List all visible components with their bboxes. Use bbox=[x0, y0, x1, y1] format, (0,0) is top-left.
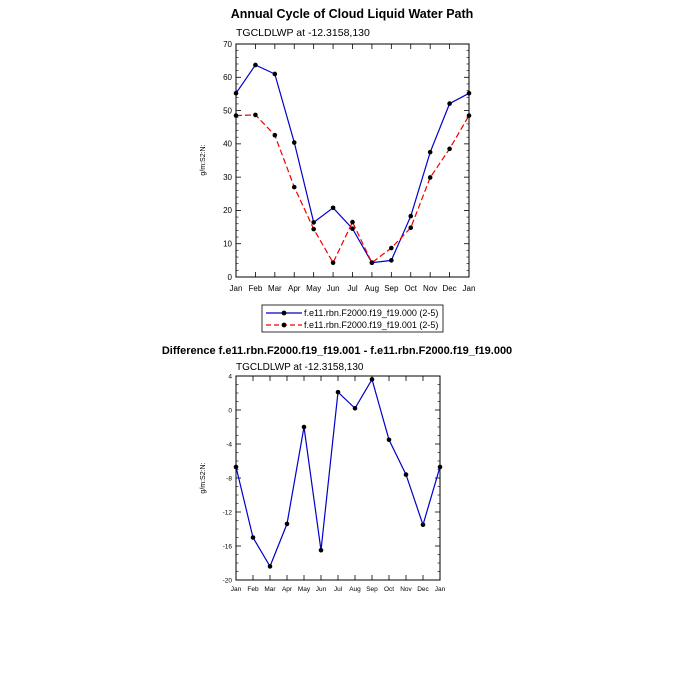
chart1-y-axis-label: g/m:S2:N: bbox=[200, 144, 207, 175]
chart1-x-tick-label: Mar bbox=[268, 284, 282, 293]
chart2-x-tick-label: Mar bbox=[264, 586, 276, 593]
chart1-x-tick-label: Jan bbox=[230, 284, 243, 293]
chart2-series-1-point bbox=[284, 521, 290, 527]
chart1-series-2-line bbox=[235, 114, 470, 264]
chart2-series-1-point bbox=[386, 437, 392, 443]
legend-label-series-1: f.e11.rbn.F2000.f19_f19.000 (2-5) bbox=[304, 308, 438, 318]
chart1-frame bbox=[235, 43, 470, 278]
chart2-series-1-point bbox=[267, 564, 273, 569]
chart2-plot: -20 -16 -12 -8 -4 0 4 Jan Feb Mar Apr May Jun Jul Aug S… bbox=[223, 373, 446, 593]
chart1-series-1-point bbox=[350, 226, 355, 232]
chart2-subtitle: TGCLDLWP at -12.3158,130 bbox=[236, 362, 364, 373]
chart1-series-2-point bbox=[233, 113, 239, 118]
chart1-y-tick-label: 50 bbox=[223, 106, 232, 115]
chart1-title: Annual Cycle of Cloud Liquid Water Path bbox=[231, 7, 474, 21]
chart2-x-tick-label: Jul bbox=[334, 586, 343, 593]
chart1-legend: f.e11.rbn.F2000.f19_f19.000 (2-5) f.e11.… bbox=[261, 304, 444, 333]
chart2-x-tick-label: Dec bbox=[417, 586, 429, 593]
chart1-series-2-point bbox=[291, 184, 297, 190]
chart1-series-1-point bbox=[408, 213, 414, 219]
chart1-y-tick-label: 20 bbox=[223, 206, 232, 215]
chart1-x-tick-label: Jan bbox=[463, 284, 476, 293]
chart2-y-tick-label: 4 bbox=[228, 373, 232, 380]
chart2-y-tick-label: -16 bbox=[223, 543, 233, 550]
chart1-series-2-point bbox=[408, 225, 414, 231]
chart1-series-2-point bbox=[369, 260, 375, 265]
chart1-y-tick-label: 40 bbox=[223, 140, 232, 149]
chart2-y-tick-label: -8 bbox=[226, 475, 232, 482]
chart1-x-tick-label: Feb bbox=[249, 284, 263, 293]
chart1-series-1-point bbox=[466, 90, 472, 96]
chart1-x-tick-label: Aug bbox=[365, 284, 379, 293]
chart1-x-tick-label: Sep bbox=[384, 284, 399, 293]
chart2-y-tick-label: -12 bbox=[223, 509, 233, 516]
chart1-x-tick-label: Apr bbox=[288, 284, 301, 293]
chart1-x-tick-label: Nov bbox=[423, 284, 437, 293]
legend-marker-series-1 bbox=[281, 310, 287, 316]
legend-label-series-2: f.e11.rbn.F2000.f19_f19.001 (2-5) bbox=[304, 320, 438, 330]
chart2-x-tick-label: Jun bbox=[316, 586, 327, 593]
chart2-series-1-point bbox=[403, 472, 409, 477]
legend-box bbox=[261, 304, 444, 333]
chart2-y-tick-label: 0 bbox=[228, 407, 232, 414]
chart2-x-tick-label: Sep bbox=[366, 586, 378, 593]
chart2-series-1-point bbox=[250, 535, 256, 540]
chart2-y-tick-label: -4 bbox=[226, 441, 232, 448]
chart2-x-tick-label: Aug bbox=[349, 586, 361, 593]
chart1-y-tick-label: 0 bbox=[228, 273, 233, 282]
chart1-x-tick-label: May bbox=[306, 284, 321, 293]
chart1-series-1-point bbox=[389, 258, 394, 263]
chart1-series-1-line bbox=[235, 64, 470, 264]
chart1-y-tick-label: 60 bbox=[223, 73, 232, 82]
chart2-series-1-point bbox=[420, 522, 426, 528]
chart1-subtitle: TGCLDLWP at -12.3158,130 bbox=[236, 27, 370, 39]
chart1-series-1-point bbox=[291, 140, 297, 145]
chart2-series-1-point bbox=[318, 547, 324, 553]
chart1-series-2-point bbox=[330, 260, 336, 265]
chart2-series-1-line bbox=[235, 377, 441, 568]
chart1-x-tick-label: Jun bbox=[327, 284, 340, 293]
chart1-series-2-point bbox=[447, 146, 452, 152]
chart1-series-2-point bbox=[427, 175, 433, 180]
chart1-series-1-point bbox=[233, 90, 239, 96]
chart1-series-1-point bbox=[427, 149, 433, 155]
chart1-series-2-point bbox=[311, 226, 316, 232]
chart2-frame bbox=[235, 375, 441, 581]
chart1-series-2-point bbox=[466, 113, 472, 118]
chart1-series-1-point bbox=[330, 205, 336, 211]
chart2-series-1-point bbox=[335, 389, 341, 395]
legend-marker-series-2 bbox=[281, 322, 287, 328]
chart2-series-1-point bbox=[369, 377, 375, 382]
chart2-series-1-point bbox=[352, 406, 358, 411]
chart2-x-tick-label: Nov bbox=[400, 586, 412, 593]
chart2-series-1-point bbox=[233, 464, 239, 470]
chart1-series-1-point bbox=[311, 220, 316, 225]
chart1-series-2-point bbox=[350, 219, 355, 225]
chart2-x-tick-label: Apr bbox=[282, 586, 293, 593]
chart1-series-1-point bbox=[447, 101, 452, 106]
chart1-series-2-point bbox=[389, 245, 394, 251]
chart2-x-tick-label: May bbox=[298, 586, 311, 593]
chart2-y-axis-label: g/m:S2:N: bbox=[200, 462, 207, 493]
chart1-series-1-point bbox=[253, 62, 258, 68]
chart1-x-tick-label: Jul bbox=[347, 284, 357, 293]
chart1-x-tick-label: Dec bbox=[442, 284, 456, 293]
chart2-title: Difference f.e11.rbn.F2000.f19_f19.001 -… bbox=[162, 345, 512, 357]
chart1-series-2-point bbox=[272, 132, 278, 138]
chart2-x-tick-label: Oct bbox=[384, 586, 394, 593]
chart1-plot: 0 10 20 30 40 50 60 70 Jan Feb Mar Apr May Jun Jul Aug S… bbox=[223, 40, 475, 293]
chart1-series-1-point bbox=[272, 71, 278, 77]
chart2-x-tick-label: Jan bbox=[435, 586, 446, 593]
chart2-x-tick-label: Feb bbox=[247, 586, 259, 593]
chart1-y-tick-label: 70 bbox=[223, 40, 232, 49]
chart1-y-tick-label: 30 bbox=[223, 173, 232, 182]
chart2-series-1-point bbox=[301, 424, 307, 430]
chart1-x-tick-label: Oct bbox=[405, 284, 418, 293]
chart2-x-tick-label: Jan bbox=[231, 586, 242, 593]
chart1-series-2-point bbox=[253, 112, 258, 118]
chart2-series-1-point bbox=[437, 464, 443, 470]
chart2-y-tick-label: -20 bbox=[223, 577, 233, 584]
chart1-y-tick-label: 10 bbox=[223, 240, 232, 249]
